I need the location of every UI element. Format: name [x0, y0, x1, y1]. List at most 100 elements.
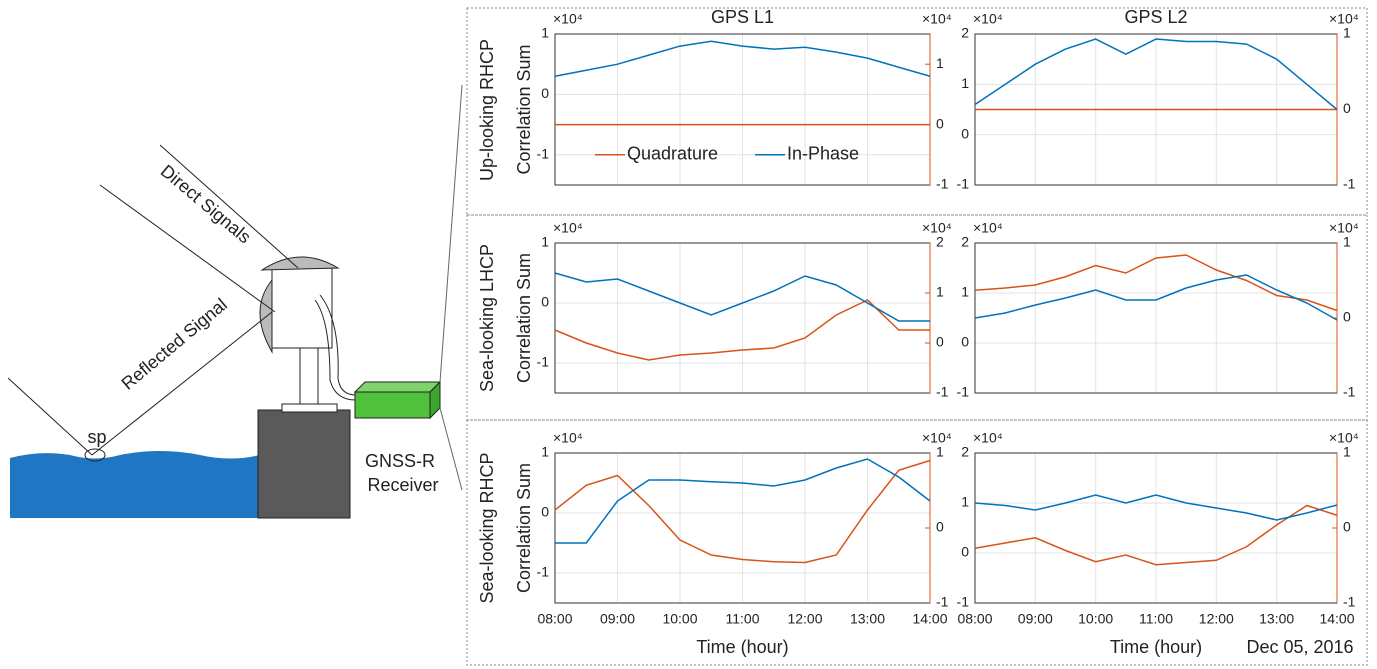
y-tick-label: 1	[541, 25, 549, 41]
chart-title: GPS L2	[1124, 7, 1187, 27]
incident-ray	[7, 377, 93, 456]
x-tick-label: 09:00	[600, 611, 635, 627]
y2-exponent: ×10⁴	[922, 220, 952, 236]
row-frame	[466, 7, 1368, 216]
row-label: Up-looking RHCP	[477, 39, 497, 181]
x-tick-label: 08:00	[957, 611, 992, 627]
series-line	[974, 38, 1338, 111]
series-line	[554, 459, 931, 564]
legend-label: In-Phase	[787, 144, 859, 164]
antenna-frame	[271, 267, 333, 349]
x-tick-label: 14:00	[1319, 611, 1354, 627]
direct-label: Direct Signals	[157, 161, 255, 248]
cables	[314, 294, 357, 401]
y2-tick-label: -1	[936, 384, 949, 400]
y-tick-label: 2	[961, 25, 969, 41]
y-tick-label: -1	[957, 594, 970, 610]
y-axis-label: Correlation Sum	[514, 44, 534, 174]
y2-tick-label: 1	[936, 444, 944, 460]
y2-tick-label: 2	[936, 234, 944, 250]
up-antenna	[260, 256, 340, 271]
y2-tick-label: 1	[1343, 234, 1351, 250]
y2-tick-label: -1	[1343, 176, 1356, 192]
x-tick-label: 08:00	[537, 611, 572, 627]
y-axis-label: Correlation Sum	[514, 463, 534, 593]
y2-tick-label: -1	[936, 176, 949, 192]
x-tick-label: 11:00	[1139, 611, 1173, 627]
y-tick-label: -1	[537, 564, 550, 580]
y-tick-label: 0	[541, 294, 549, 310]
y-tick-label: 0	[961, 125, 969, 141]
receiver-label: GNSS-R	[365, 451, 435, 471]
y-tick-label: -1	[957, 384, 970, 400]
y2-tick-label: 1	[936, 55, 944, 71]
y-tick-label: 0	[541, 85, 549, 101]
diagram: Direct Signals Reflected Signal sp GNSS-…	[7, 84, 463, 519]
series-line	[554, 272, 930, 322]
y2-tick-label: 0	[936, 115, 944, 131]
x-axis-label: Time (hour)	[696, 637, 788, 657]
x-tick-label: 10:00	[662, 611, 697, 627]
zoom-line	[439, 407, 463, 491]
y-exponent: ×10⁴	[973, 11, 1003, 27]
y-tick-label: 1	[961, 284, 969, 300]
y-tick-label: 2	[961, 234, 969, 250]
y-exponent: ×10⁴	[973, 430, 1003, 446]
date: Dec 05, 2016	[1246, 637, 1353, 657]
y-tick-label: 1	[961, 494, 969, 510]
series-line	[554, 40, 931, 78]
reflected-ray	[91, 311, 273, 456]
y-axis-label: Correlation Sum	[514, 253, 534, 383]
sea-antenna	[259, 278, 273, 354]
legend-label: Quadrature	[627, 144, 718, 164]
y2-tick-label: 1	[1343, 444, 1351, 460]
x-tick-label: 10:00	[1078, 611, 1113, 627]
y-exponent: ×10⁴	[553, 430, 583, 446]
x-tick-label: 09:00	[1018, 611, 1053, 627]
x-axis-label: Time (hour)	[1110, 637, 1202, 657]
series-line	[555, 458, 931, 544]
y2-tick-label: 1	[936, 284, 944, 300]
series-line	[974, 254, 1338, 312]
receiver-label: Receiver	[367, 475, 438, 495]
direct-ray	[99, 184, 276, 313]
y-tick-label: 2	[961, 444, 969, 460]
reflected-label: Reflected Signal	[118, 294, 231, 394]
direct-ray	[159, 144, 299, 269]
y-tick-label: 0	[961, 544, 969, 560]
y2-exponent: ×10⁴	[922, 11, 952, 27]
y2-tick-label: -1	[936, 594, 949, 610]
row-label: Sea-looking RHCP	[477, 452, 497, 603]
y2-tick-label: 0	[936, 519, 944, 535]
x-tick-label: 11:00	[726, 611, 760, 627]
y-tick-label: 0	[541, 504, 549, 520]
series-line	[974, 504, 1338, 566]
specular-point	[84, 448, 106, 462]
x-tick-label: 13:00	[850, 611, 885, 627]
y-tick-label: 1	[541, 444, 549, 460]
x-tick-label: 12:00	[1199, 611, 1234, 627]
y-exponent: ×10⁴	[553, 220, 583, 236]
y2-exponent: ×10⁴	[1329, 220, 1359, 236]
x-tick-label: 13:00	[1259, 611, 1294, 627]
receiver-top	[353, 381, 442, 393]
y-tick-label: -1	[537, 146, 550, 162]
y2-tick-label: 0	[936, 334, 944, 350]
sea	[10, 451, 260, 518]
y-tick-label: -1	[537, 354, 550, 370]
y-tick-label: 1	[541, 234, 549, 250]
y2-exponent: ×10⁴	[922, 430, 952, 446]
y2-exponent: ×10⁴	[1329, 11, 1359, 27]
y-tick-label: 0	[961, 334, 969, 350]
receiver-box	[354, 391, 431, 419]
y-exponent: ×10⁴	[973, 220, 1003, 236]
y2-tick-label: 0	[1343, 309, 1351, 325]
x-tick-label: 14:00	[912, 611, 947, 627]
y2-tick-label: 0	[1343, 100, 1351, 116]
series-line	[554, 299, 930, 361]
x-tick-label: 12:00	[787, 611, 822, 627]
row-label: Sea-looking LHCP	[477, 244, 497, 392]
y-tick-label: -1	[957, 176, 970, 192]
mount-base	[281, 403, 338, 413]
